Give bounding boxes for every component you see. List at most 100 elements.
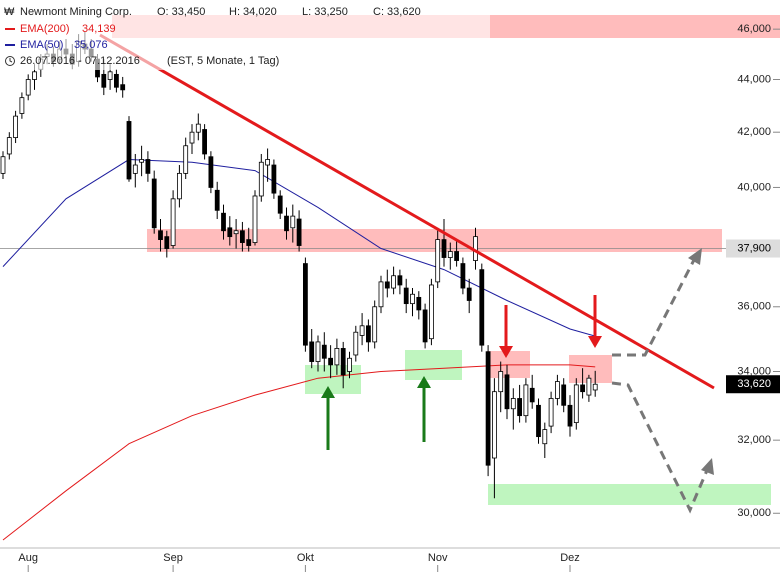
x-tick-label: Aug — [18, 552, 38, 564]
legend-value: 35,076 — [74, 39, 108, 51]
candle-body — [340, 348, 346, 376]
candle-body — [378, 281, 384, 308]
y-tick-label: 44,000 — [737, 73, 771, 85]
candle-body — [466, 287, 472, 301]
candle-body — [183, 145, 189, 174]
candle-body — [384, 281, 390, 289]
icon: ₩ — [4, 6, 15, 18]
candle-body — [126, 121, 132, 180]
candle-body — [410, 293, 415, 305]
ohlc: L: 33,250 — [302, 6, 348, 18]
candle-body — [372, 306, 378, 343]
candle-body — [221, 212, 226, 232]
candle-body — [13, 115, 19, 139]
candle-body — [233, 230, 239, 235]
resistance-zone — [147, 229, 722, 252]
y-tick-label: 34,000 — [737, 365, 771, 377]
candle-body — [208, 156, 214, 188]
clock-icon — [5, 56, 15, 66]
y-tick-label: 46,000 — [737, 23, 771, 35]
candle-body — [422, 309, 428, 343]
arrow-head — [688, 248, 702, 265]
candle-body — [542, 429, 548, 445]
candle-body — [258, 161, 264, 197]
x-tick-label: Okt — [297, 552, 314, 564]
candle-body — [252, 195, 258, 243]
x-tick-label: Nov — [428, 552, 448, 564]
candle-body — [202, 129, 208, 155]
candle-body — [0, 156, 6, 174]
candle-body — [567, 404, 573, 427]
candle-body — [309, 341, 315, 362]
candle-body — [151, 178, 157, 229]
candle-body — [302, 263, 308, 346]
support-zone — [405, 350, 462, 380]
candle-body — [284, 215, 289, 232]
candle-body — [328, 357, 334, 366]
candle-body — [504, 374, 510, 410]
candle-body — [265, 159, 271, 166]
candle-body — [334, 348, 340, 366]
candle-body — [321, 344, 327, 359]
candle-body — [158, 230, 163, 240]
candle-body — [359, 325, 365, 336]
candle-body — [277, 195, 283, 214]
y-tick-label: 42,000 — [737, 126, 771, 138]
candle-body — [548, 398, 554, 427]
scenario-paths — [611, 257, 710, 514]
support-zone — [488, 484, 771, 505]
candle-body — [227, 227, 233, 238]
candle-body — [428, 284, 434, 340]
candle-body — [145, 159, 151, 174]
candle-body — [416, 296, 422, 311]
candle-body — [561, 384, 567, 406]
period-note: (EST, 5 Monate, 1 Tag) — [167, 55, 279, 67]
price-tag — [726, 375, 780, 394]
candle-body — [529, 387, 535, 403]
price-tag — [726, 239, 780, 258]
candle-body — [498, 371, 504, 393]
price-tag-label: 33,620 — [737, 378, 771, 390]
candle-body — [120, 84, 126, 91]
candle-body — [347, 357, 352, 372]
candle-body — [239, 230, 245, 243]
annotations — [99, 33, 715, 514]
y-tick-label: 30,000 — [737, 507, 771, 519]
arrows-up — [321, 376, 431, 450]
candle-body — [391, 275, 397, 289]
candle-body — [107, 71, 113, 80]
candle-body — [523, 384, 529, 417]
legend-label: EMA(50) — [20, 39, 63, 51]
header: ₩ Newmont Mining Corp. O: 33,450 H: 34,0… — [0, 2, 490, 70]
x-tick-label: Dez — [560, 552, 580, 564]
price-tag-label: 37,900 — [737, 242, 771, 254]
candle-body — [485, 351, 491, 466]
candle-body — [19, 97, 25, 114]
axes: 30,000 32,000 34,000 36,000 40,000 42,000 44,0… — [18, 23, 780, 572]
trend-line — [99, 33, 715, 390]
candle-body — [491, 391, 497, 459]
candle-body — [441, 239, 447, 258]
candle-body — [315, 341, 321, 362]
period: 26.07.2016 - 07.12.2016 — [20, 55, 140, 67]
candle-body — [435, 239, 441, 283]
candle-body — [510, 398, 516, 410]
candle-body — [517, 398, 522, 417]
y-tick-label: 36,000 — [737, 301, 771, 313]
candle-body — [271, 164, 277, 194]
candle-body — [580, 384, 585, 393]
candle-body — [176, 172, 182, 200]
x-tick-label: Sep — [163, 552, 183, 564]
candle-body — [132, 164, 138, 174]
arrow-head — [701, 458, 714, 475]
candle-body — [403, 287, 409, 305]
y-tick-label: 40,000 — [737, 181, 771, 193]
candle-body — [365, 325, 371, 343]
candle-body — [592, 383, 598, 391]
candle-body — [397, 275, 403, 286]
ohlc: O: 33,450 — [157, 6, 205, 18]
candle-body — [454, 251, 460, 261]
y-tick-label: 32,000 — [737, 434, 771, 446]
candle-body — [32, 71, 37, 80]
